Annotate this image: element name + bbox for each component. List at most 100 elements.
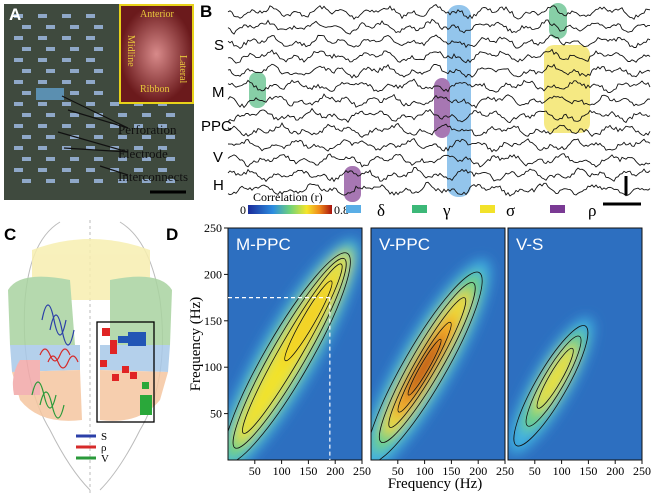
electrode	[38, 124, 47, 128]
electrode	[86, 80, 95, 84]
electrode	[158, 146, 167, 150]
electrode	[94, 135, 103, 139]
electrode	[70, 157, 79, 161]
waveforms	[31, 304, 79, 419]
inset-label: Ribbon	[140, 84, 169, 95]
y-tick-label: 250	[204, 221, 222, 235]
x-tick-label: 200	[326, 464, 344, 478]
electrode	[142, 113, 151, 117]
x-tick-label: 200	[606, 464, 624, 478]
electrode	[134, 124, 143, 128]
legend-label: δ	[377, 201, 385, 220]
electrode	[38, 58, 47, 62]
electrode	[14, 58, 23, 62]
electrode	[94, 157, 103, 161]
colorbar	[248, 205, 332, 214]
electrode	[14, 168, 23, 172]
electrode	[94, 91, 103, 95]
electrode	[46, 157, 55, 161]
legend-label: V	[101, 453, 109, 465]
trace	[227, 153, 651, 168]
electrode	[86, 124, 95, 128]
electrode	[46, 135, 55, 139]
electrode	[22, 47, 31, 51]
electrode	[62, 124, 71, 128]
colorbar-title: Correlation (r)	[253, 190, 323, 204]
panel-label: D	[166, 225, 178, 244]
electrode	[86, 36, 95, 40]
channel-label: S	[214, 37, 224, 54]
electrode	[166, 135, 175, 139]
map-pixels	[100, 328, 152, 415]
electrode	[166, 179, 175, 183]
trace	[227, 138, 651, 153]
plot-frame	[507, 227, 643, 461]
electrode	[86, 14, 95, 18]
x-tick-label: 150	[299, 464, 317, 478]
panel-b: B S M PPC V H Correlation (r) 0 0.8 δ γ …	[200, 2, 651, 220]
electrode	[70, 47, 79, 51]
electrode	[110, 124, 119, 128]
electrode	[14, 102, 23, 106]
heatmap	[228, 228, 362, 460]
electrode	[62, 80, 71, 84]
callout-arrows	[57, 95, 129, 176]
electrode	[158, 124, 167, 128]
electrode	[38, 80, 47, 84]
callout: Interconnects	[118, 169, 188, 184]
electrode	[46, 69, 55, 73]
electrode	[38, 146, 47, 150]
trace	[227, 167, 651, 183]
x-tick-label: 250	[353, 464, 371, 478]
x-tick-label: 100	[273, 464, 291, 478]
electrode	[62, 14, 71, 18]
panel-label: B	[200, 2, 212, 21]
panel-a: Anterior Midline Lateral Ribbon Perforat…	[4, 4, 194, 200]
electrode	[86, 146, 95, 150]
colorbar-tick: 0	[240, 203, 246, 217]
heatmap-field	[508, 317, 594, 455]
electrode	[110, 102, 119, 106]
trace	[227, 107, 651, 124]
electrode	[22, 91, 31, 95]
electrode	[22, 179, 31, 183]
electrode	[22, 113, 31, 117]
colorbar-tick: 0.8	[334, 203, 349, 217]
electrode	[158, 168, 167, 172]
contour	[407, 338, 442, 396]
electrode	[14, 124, 23, 128]
electrode	[118, 157, 127, 161]
electrode	[14, 80, 23, 84]
trace	[227, 122, 651, 138]
map-frame	[96, 321, 155, 423]
contour	[388, 297, 467, 428]
electrode	[118, 135, 127, 139]
electrode	[46, 179, 55, 183]
legend-label: ρ	[101, 442, 107, 454]
contour	[371, 271, 483, 460]
electrode	[94, 69, 103, 73]
electrode	[46, 47, 55, 51]
x-tick-label: 100	[416, 464, 434, 478]
trace	[227, 34, 651, 49]
callout: Perforation	[118, 122, 177, 137]
electrode	[46, 113, 55, 117]
heatmap-field	[371, 259, 491, 460]
x-tick-label: 100	[553, 464, 571, 478]
plot-title: V-PPC	[379, 235, 430, 254]
heatmap	[508, 228, 642, 460]
electrode	[14, 14, 23, 18]
electrode	[38, 102, 47, 106]
electrode	[134, 168, 143, 172]
trace	[227, 18, 650, 35]
plot-frame	[370, 227, 506, 461]
trace	[227, 181, 651, 197]
y-tick-label: 50	[210, 407, 222, 421]
trace	[227, 4, 651, 20]
electrode	[22, 157, 31, 161]
heatmap-blob	[405, 335, 444, 399]
electrode	[86, 102, 95, 106]
electrode	[86, 168, 95, 172]
y-tick-label: 200	[204, 267, 222, 281]
